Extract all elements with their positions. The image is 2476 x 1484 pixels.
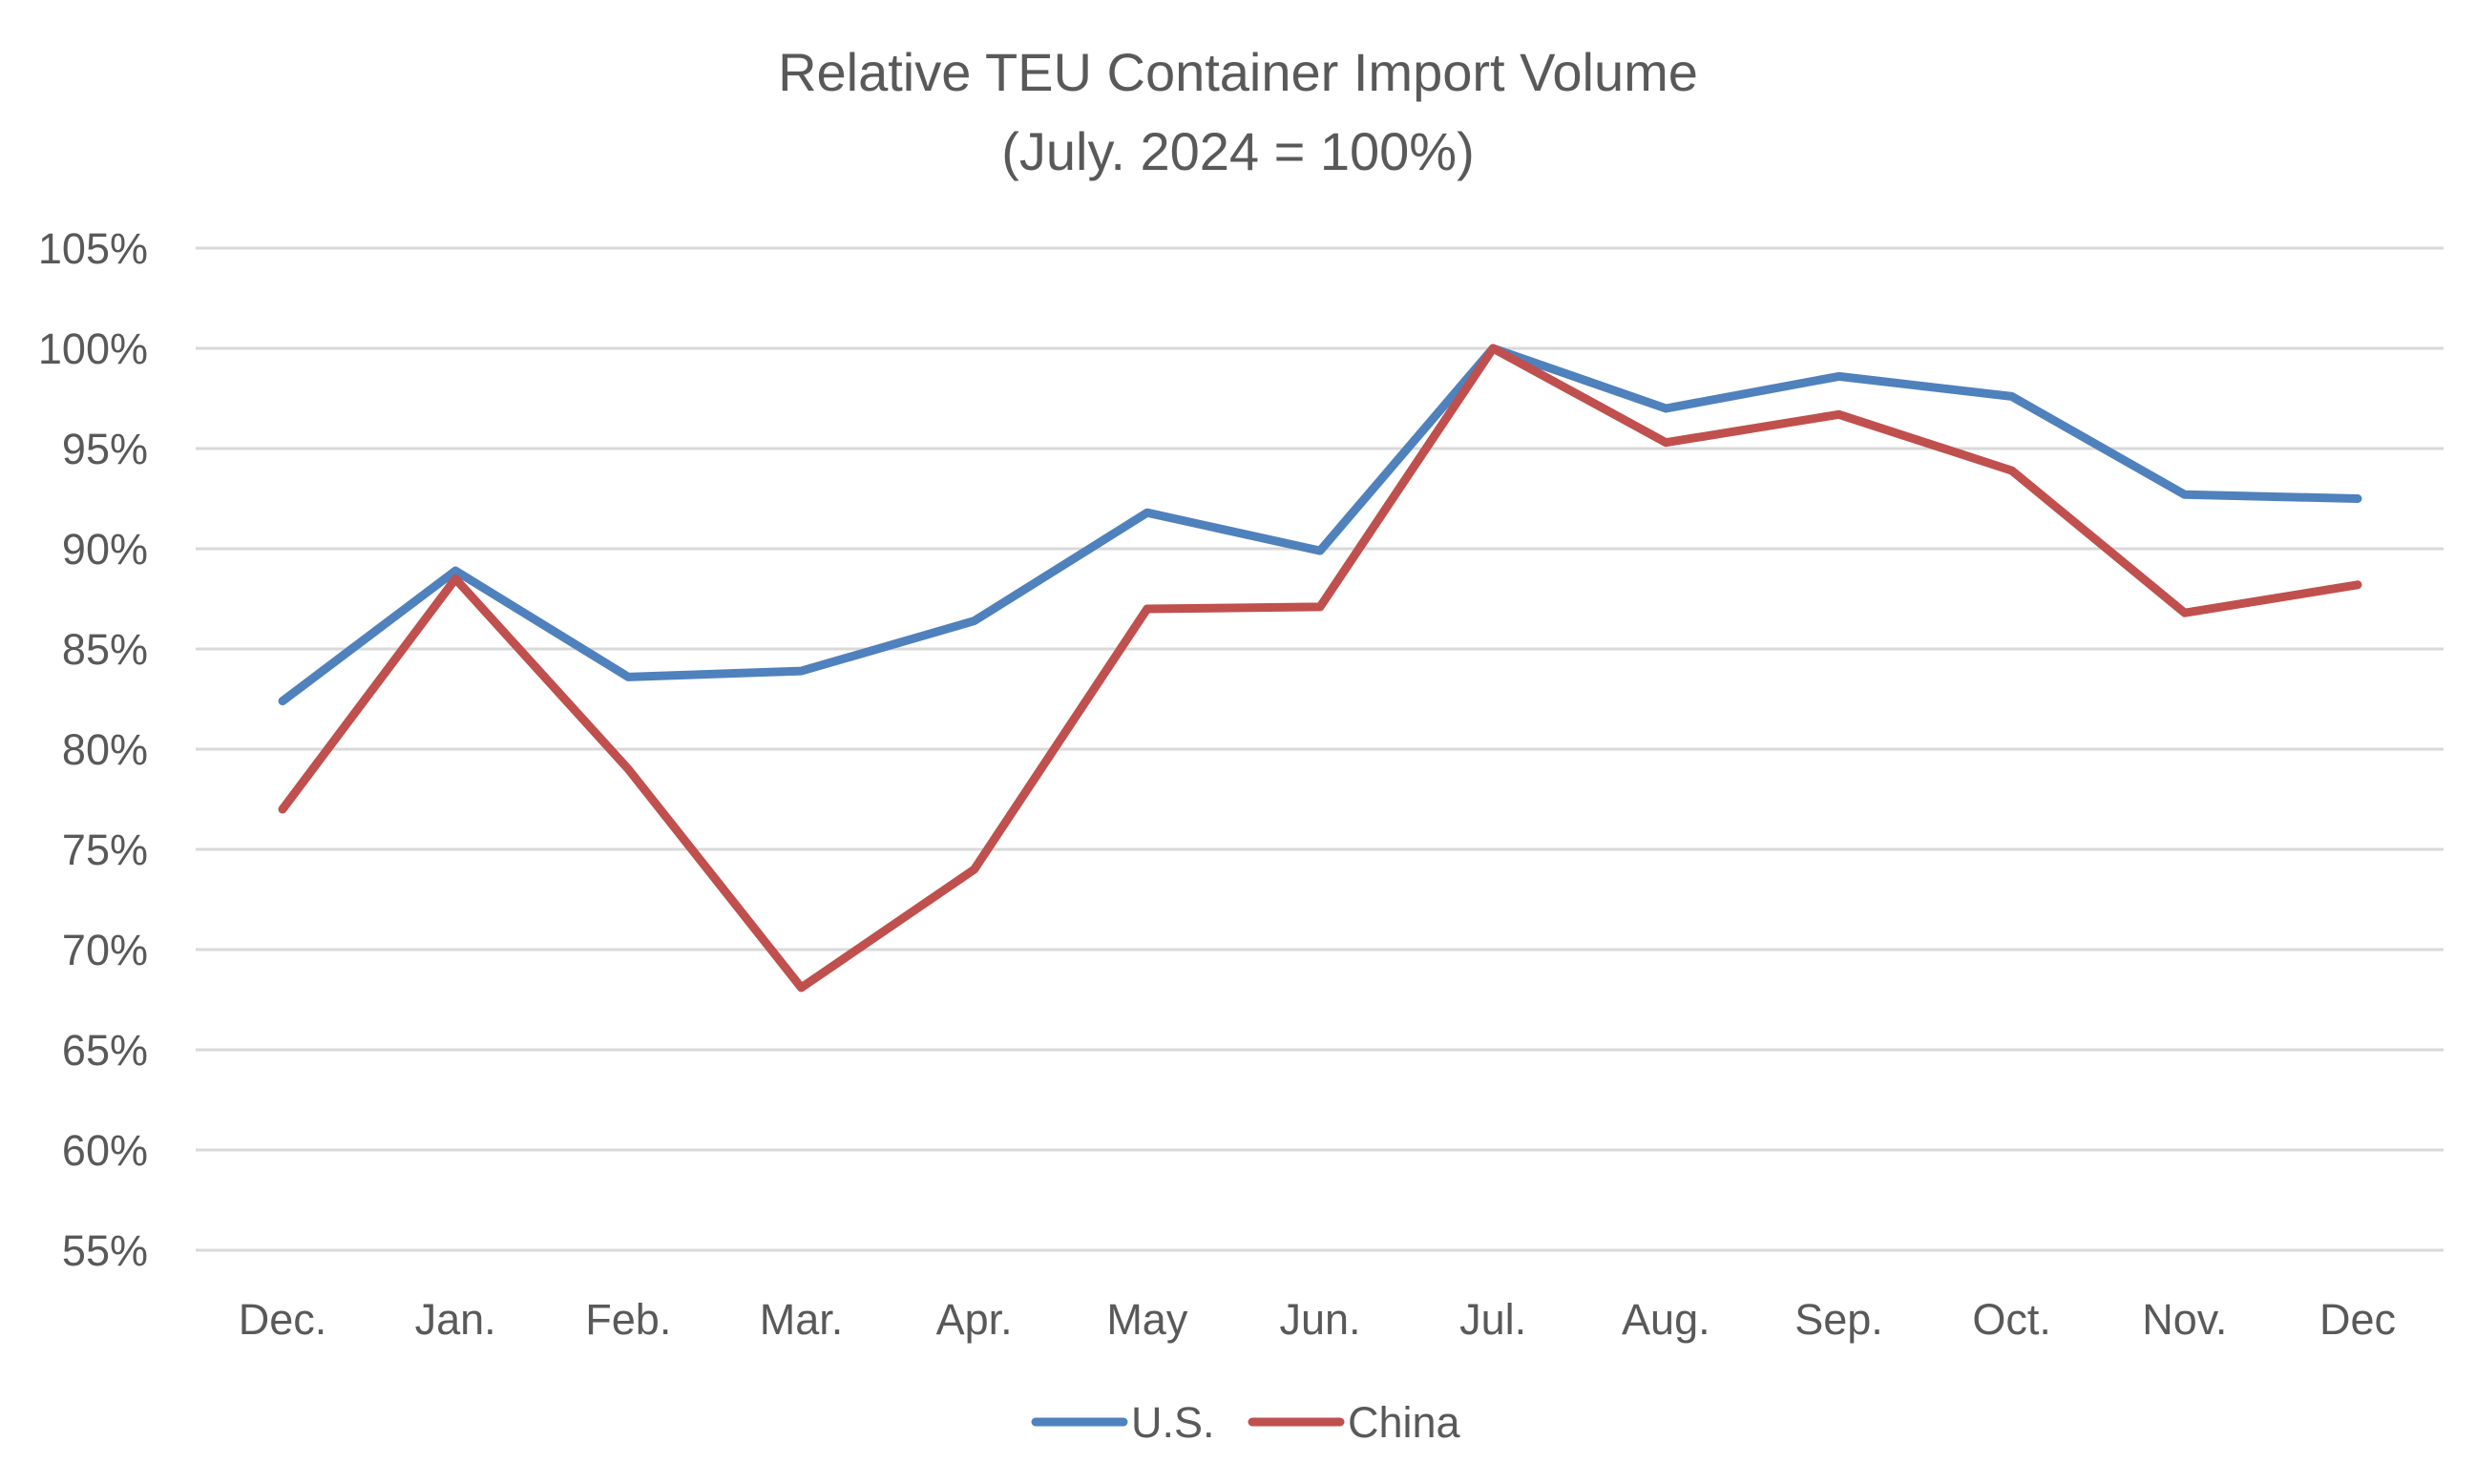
x-tick-label: May (1106, 1295, 1188, 1344)
y-tick-label: 100% (38, 324, 148, 373)
chart-title: Relative TEU Container Import Volume (778, 42, 1698, 102)
y-tick-label: 60% (62, 1126, 148, 1175)
x-tick-label: Oct. (1972, 1295, 2051, 1344)
x-tick-label: Dec (2319, 1295, 2396, 1344)
x-tick-label: Apr. (936, 1295, 1013, 1344)
series-line-china (278, 344, 2362, 993)
y-axis-tick-labels: 55% 60% 65% 70% 75% 80% 85% 90% 95% 100% 105% (38, 224, 148, 1275)
x-tick-label: Feb. (585, 1295, 671, 1344)
y-tick-label: 70% (62, 926, 148, 974)
x-tick-label: Nov. (2142, 1295, 2227, 1344)
y-tick-label: 55% (62, 1226, 148, 1275)
series-line-u-s (278, 344, 2362, 706)
y-tick-label: 80% (62, 725, 148, 774)
y-tick-label: 85% (62, 625, 148, 674)
x-tick-label: Dec. (239, 1295, 327, 1344)
x-tick-label: Jul. (1459, 1295, 1526, 1344)
x-tick-label: Mar. (760, 1295, 844, 1344)
x-tick-label: Jun. (1279, 1295, 1360, 1344)
legend-label: China (1348, 1398, 1461, 1447)
y-tick-label: 90% (62, 525, 148, 574)
y-tick-label: 105% (38, 224, 148, 273)
x-tick-label: Aug. (1622, 1295, 1710, 1344)
y-tick-label: 95% (62, 425, 148, 473)
x-axis-tick-labels: Dec. Jan. Feb. Mar. Apr. May Jun. Jul. Aug. Sep. O… (239, 1295, 2396, 1344)
y-tick-label: 75% (62, 826, 148, 874)
series-lines (278, 344, 2362, 993)
gridlines (196, 246, 2444, 1252)
x-tick-label: Jan. (415, 1295, 496, 1344)
chart-subtitle: (July. 2024 = 100%) (1001, 121, 1474, 181)
y-tick-label: 65% (62, 1026, 148, 1075)
x-tick-label: Sep. (1794, 1295, 1883, 1344)
legend: U.S. China (1031, 1398, 1461, 1447)
legend-label: U.S. (1131, 1398, 1215, 1447)
